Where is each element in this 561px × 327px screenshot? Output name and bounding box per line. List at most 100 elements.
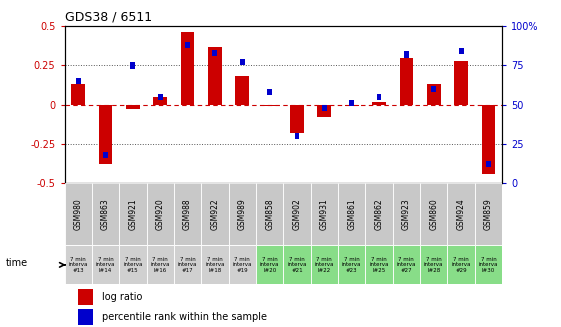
Bar <box>146 183 174 245</box>
Bar <box>338 183 365 245</box>
Text: GSM861: GSM861 <box>347 198 356 230</box>
Bar <box>372 101 386 105</box>
Bar <box>311 183 338 245</box>
Bar <box>420 183 448 245</box>
Bar <box>92 183 119 245</box>
Bar <box>431 86 436 92</box>
Text: GSM922: GSM922 <box>210 198 219 230</box>
Text: GDS38 / 6511: GDS38 / 6511 <box>65 10 151 24</box>
Bar <box>174 245 201 284</box>
Bar <box>448 245 475 284</box>
Bar <box>240 59 245 65</box>
Bar <box>267 89 272 95</box>
Bar <box>174 183 201 245</box>
Bar <box>229 183 256 245</box>
Bar <box>236 77 249 105</box>
Text: GSM989: GSM989 <box>238 198 247 230</box>
Text: 7 min
interva
#15: 7 min interva #15 <box>123 257 142 273</box>
Text: GSM921: GSM921 <box>128 198 137 230</box>
Bar <box>208 46 222 105</box>
Bar <box>119 245 146 284</box>
Text: GSM902: GSM902 <box>292 198 301 230</box>
Bar <box>427 84 440 105</box>
Bar <box>365 183 393 245</box>
Bar <box>448 183 475 245</box>
Bar <box>103 152 108 158</box>
Bar <box>153 97 167 105</box>
Bar <box>119 183 146 245</box>
Text: GSM859: GSM859 <box>484 198 493 230</box>
Text: 7 min
interva
I#20: 7 min interva I#20 <box>260 257 279 273</box>
Bar <box>295 133 300 139</box>
Text: 7 min
interva
I#25: 7 min interva I#25 <box>369 257 389 273</box>
Bar <box>393 245 420 284</box>
Bar <box>77 309 93 325</box>
Bar <box>486 161 491 167</box>
Bar <box>181 32 195 105</box>
Bar <box>458 48 463 54</box>
Bar <box>454 61 468 105</box>
Text: 7 min
interva
I#16: 7 min interva I#16 <box>150 257 170 273</box>
Text: log ratio: log ratio <box>102 292 142 302</box>
Bar <box>475 183 502 245</box>
Bar <box>65 183 92 245</box>
Bar <box>318 105 331 117</box>
Bar <box>126 105 140 109</box>
Text: 7 min
interva
I#28: 7 min interva I#28 <box>424 257 444 273</box>
Bar <box>376 94 381 100</box>
Bar <box>322 105 327 111</box>
Bar <box>158 94 163 100</box>
Text: GSM863: GSM863 <box>101 198 110 230</box>
Text: 7 min
interva
#29: 7 min interva #29 <box>451 257 471 273</box>
Text: 7 min
interva
#13: 7 min interva #13 <box>68 257 88 273</box>
Bar <box>77 289 93 305</box>
Text: GSM924: GSM924 <box>457 198 466 230</box>
Bar <box>475 245 502 284</box>
Bar <box>399 58 413 105</box>
Text: GSM862: GSM862 <box>375 198 384 230</box>
Bar <box>65 245 92 284</box>
Bar <box>393 183 420 245</box>
Text: 7 min
interva
I#30: 7 min interva I#30 <box>479 257 498 273</box>
Text: GSM988: GSM988 <box>183 198 192 230</box>
Bar <box>349 100 354 106</box>
Text: 7 min
interva
#21: 7 min interva #21 <box>287 257 307 273</box>
Bar <box>256 183 283 245</box>
Text: GSM931: GSM931 <box>320 198 329 230</box>
Bar <box>290 105 304 133</box>
Bar <box>283 245 311 284</box>
Bar <box>130 62 135 69</box>
Text: time: time <box>6 258 27 268</box>
Bar <box>256 245 283 284</box>
Bar <box>365 245 393 284</box>
Bar <box>99 105 112 164</box>
Bar <box>201 183 229 245</box>
Text: 7 min
interva
#19: 7 min interva #19 <box>232 257 252 273</box>
Bar <box>263 105 277 106</box>
Text: 7 min
interva
I#14: 7 min interva I#14 <box>96 257 116 273</box>
Bar <box>76 78 81 84</box>
Bar <box>185 42 190 48</box>
Text: 7 min
interva
#23: 7 min interva #23 <box>342 257 361 273</box>
Bar <box>283 183 311 245</box>
Text: percentile rank within the sample: percentile rank within the sample <box>102 312 266 322</box>
Text: GSM923: GSM923 <box>402 198 411 230</box>
Bar <box>338 245 365 284</box>
Bar <box>404 51 409 58</box>
Text: 7 min
interva
I#22: 7 min interva I#22 <box>315 257 334 273</box>
Bar <box>201 245 229 284</box>
Text: 7 min
interva
#17: 7 min interva #17 <box>178 257 197 273</box>
Bar <box>146 245 174 284</box>
Bar <box>229 245 256 284</box>
Bar <box>213 50 218 56</box>
Bar <box>311 245 338 284</box>
Bar <box>420 245 448 284</box>
Text: GSM858: GSM858 <box>265 198 274 230</box>
Text: 7 min
interva
I#18: 7 min interva I#18 <box>205 257 225 273</box>
Bar <box>71 84 85 105</box>
Bar <box>345 105 358 106</box>
Bar <box>481 105 495 174</box>
Bar <box>92 245 119 284</box>
Text: GSM860: GSM860 <box>429 198 438 230</box>
Text: GSM980: GSM980 <box>73 198 82 230</box>
